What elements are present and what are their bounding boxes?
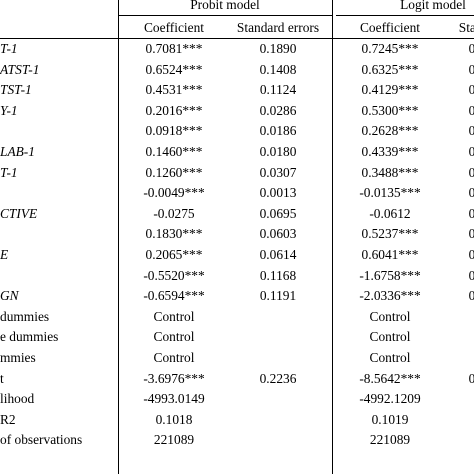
row-label: dummies [0, 309, 50, 324]
probit-coefficient-cell: -0.0275 [153, 206, 195, 221]
probit-model-header: Probit model [190, 0, 260, 12]
logit-standard-error-cell: 0.1 [468, 247, 474, 262]
row-label: E [0, 247, 9, 262]
logit-standard-error-cell: 0.3 [468, 268, 474, 283]
logit-coefficient-cell: -0.0135*** [359, 185, 421, 200]
col-header-probit-standard-errors: Standard errors [236, 20, 320, 35]
probit-coefficient-cell: -0.6594*** [143, 288, 205, 303]
logit-coefficient-cell: 0.6325*** [361, 62, 419, 77]
logit-coefficient-cell: 0.3488*** [361, 165, 419, 180]
probit-coefficient-cell: -0.5520*** [143, 268, 205, 283]
row-label: TST-1 [0, 82, 32, 97]
logit-coefficient-cell: -2.0336*** [359, 288, 421, 303]
row-label: of observations [0, 432, 83, 447]
row-label: t [0, 371, 4, 386]
logit-standard-error-cell: 0.1 [468, 82, 474, 97]
probit-standard-error-cell: 0.0614 [259, 247, 297, 262]
probit-coefficient-cell: 0.1018 [155, 412, 193, 427]
group-underline-probit [118, 15, 332, 16]
logit-standard-error-cell: 0.0 [468, 185, 474, 200]
logit-coefficient-cell: 0.5300*** [361, 103, 419, 118]
probit-standard-error-cell: 0.0186 [259, 123, 297, 138]
probit-coefficient-cell: 0.1830*** [145, 226, 203, 241]
column-divider-left [118, 0, 119, 474]
logit-standard-error-cell: 0.0 [468, 103, 474, 118]
probit-coefficient-cell: 0.0918*** [145, 123, 203, 138]
probit-standard-error-cell: 0.0286 [259, 103, 297, 118]
probit-coefficient-cell: 0.6524*** [145, 62, 203, 77]
row-label: T-1 [0, 165, 18, 180]
logit-model-header: Logit model [400, 0, 466, 12]
probit-coefficient-cell: Control [153, 309, 195, 324]
row-label: GN [0, 288, 19, 303]
col-header-probit-coefficient: Coefficient [144, 20, 204, 35]
probit-coefficient-cell: -0.0049*** [143, 185, 205, 200]
logit-standard-error-cell: 0.6 [468, 371, 474, 386]
logit-coefficient-cell: Control [369, 329, 411, 344]
probit-coefficient-cell: 0.7081*** [145, 41, 203, 56]
probit-coefficient-cell: 0.1460*** [145, 144, 203, 159]
logit-standard-error-cell: 0.0 [468, 144, 474, 159]
logit-coefficient-cell: 0.7245*** [361, 41, 419, 56]
row-label: e dummies [0, 329, 59, 344]
logit-standard-error-cell: 0.1 [468, 226, 474, 241]
col-header-logit-standard-errors: Standa [458, 20, 474, 35]
logit-standard-error-cell: 0.0 [468, 165, 474, 180]
probit-standard-error-cell: 0.0180 [259, 144, 297, 159]
logit-coefficient-cell: -8.5642*** [359, 371, 421, 386]
logit-standard-error-cell: 0.1 [468, 41, 474, 56]
row-label: LAB-1 [0, 144, 35, 159]
logit-standard-error-cell: 0.3 [468, 288, 474, 303]
probit-standard-error-cell: 0.1408 [259, 62, 297, 77]
logit-coefficient-cell: 0.4339*** [361, 144, 419, 159]
logit-coefficient-cell: 221089 [369, 432, 411, 447]
logit-coefficient-cell: 0.5237*** [361, 226, 419, 241]
probit-coefficient-cell: 0.2016*** [145, 103, 203, 118]
probit-coefficient-cell: 0.4531*** [145, 82, 203, 97]
col-header-logit-coefficient: Coefficient [360, 20, 420, 35]
probit-coefficient-cell: Control [153, 350, 195, 365]
group-underline-logit [336, 15, 474, 16]
row-label: Y-1 [0, 103, 18, 118]
probit-coefficient-cell: 0.2065*** [145, 247, 203, 262]
probit-coefficient-cell: Control [153, 329, 195, 344]
row-label: mmies [0, 350, 36, 365]
probit-standard-error-cell: 0.0695 [259, 206, 297, 221]
probit-coefficient-cell: -4993.0149 [143, 391, 205, 406]
probit-standard-error-cell: 0.0013 [259, 185, 297, 200]
logit-coefficient-cell: Control [369, 350, 411, 365]
logit-coefficient-cell: 0.2628*** [361, 123, 419, 138]
probit-standard-error-cell: 0.0603 [259, 226, 297, 241]
probit-standard-error-cell: 0.0307 [259, 165, 297, 180]
header-bottom-rule [0, 38, 474, 39]
row-label: R2 [0, 412, 16, 427]
probit-standard-error-cell: 0.1168 [259, 268, 297, 283]
row-label: ATST-1 [0, 62, 40, 77]
logit-standard-error-cell: 0.1 [468, 206, 474, 221]
probit-coefficient-cell: -3.6976*** [143, 371, 205, 386]
probit-coefficient-cell: 221089 [153, 432, 195, 447]
logit-coefficient-cell: 0.4129*** [361, 82, 419, 97]
row-label: T-1 [0, 41, 18, 56]
probit-standard-error-cell: 0.2236 [259, 371, 297, 386]
logit-coefficient-cell: Control [369, 309, 411, 324]
logit-coefficient-cell: -0.0612 [369, 206, 411, 221]
probit-standard-error-cell: 0.1890 [259, 41, 297, 56]
row-label: lihood [0, 391, 35, 406]
probit-standard-error-cell: 0.1191 [259, 288, 297, 303]
logit-coefficient-cell: 0.6041*** [361, 247, 419, 262]
logit-coefficient-cell: 0.1019 [371, 412, 409, 427]
logit-standard-error-cell: 0.0 [468, 123, 474, 138]
logit-coefficient-cell: -1.6758*** [359, 268, 421, 283]
column-divider-right [332, 0, 333, 474]
probit-standard-error-cell: 0.1124 [259, 82, 297, 97]
row-label: CTIVE [0, 206, 38, 221]
logit-coefficient-cell: -4992.1209 [359, 391, 421, 406]
probit-coefficient-cell: 0.1260*** [145, 165, 203, 180]
logit-standard-error-cell: 0.1 [468, 62, 474, 77]
